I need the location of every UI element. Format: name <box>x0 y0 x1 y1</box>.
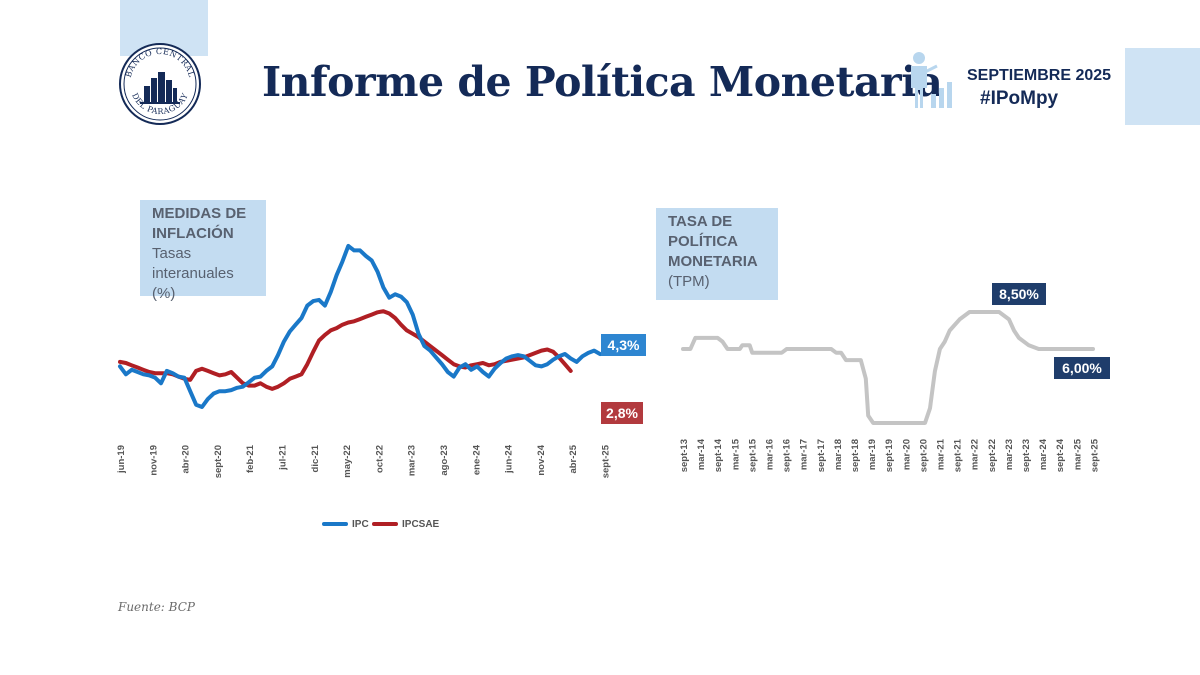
tpm-end-badge <box>1054 357 1110 379</box>
tpm-x-tick-label: mar-15 <box>730 438 741 470</box>
ipcsae-end-badge <box>601 402 643 424</box>
inflation-x-tick-label: feb-21 <box>245 444 256 473</box>
tpm-x-tick-label: sept-13 <box>679 439 690 472</box>
tpm-x-tick-label: sept-24 <box>1055 438 1066 472</box>
tpm-x-tick-label: sept-21 <box>953 438 964 472</box>
report-hashtag: #IPoMpy <box>980 88 1059 109</box>
inflation-x-tick-label: sept-20 <box>213 445 224 478</box>
page-title: Informe de Política Monetaria <box>262 58 943 106</box>
inflation-x-tick-label: may-22 <box>342 445 353 478</box>
tpm-x-tick-label: mar-20 <box>901 439 912 470</box>
tpm-x-tick-label: sept-18 <box>850 439 861 472</box>
inflation-label-line4: interanuales (%) <box>152 265 234 302</box>
tpm-x-tick-label: sept-23 <box>1021 439 1032 472</box>
header-right-band <box>1125 48 1200 125</box>
inflation-x-tick-label: oct-22 <box>374 445 385 473</box>
inflation-x-tick-label: nov-24 <box>536 444 547 475</box>
tpm-x-tick-label: mar-17 <box>799 439 810 470</box>
inflation-x-tick-label: abr-25 <box>568 444 579 473</box>
inflation-label-line1: MEDIDAS DE <box>152 205 247 222</box>
tpm-x-tick-label: mar-24 <box>1038 438 1049 470</box>
tpm-x-tick-label: mar-25 <box>1072 438 1083 470</box>
tpm-end-label: 6,00% <box>1062 360 1102 376</box>
ipc-series-line <box>118 243 602 409</box>
legend-ipcsae: IPCSAE <box>372 519 439 530</box>
legend-ipc: IPC <box>322 519 369 530</box>
inflation-x-tick-label: mar-23 <box>407 445 418 476</box>
legend-ipc-swatch <box>322 522 348 527</box>
presenter-chart-icon <box>911 52 952 108</box>
inflation-label-box: MEDIDAS DE INFLACIÓN Tasas interanuales … <box>140 200 266 302</box>
tpm-label-box: TASA DE POLÍTICA MONETARIA (TPM) <box>656 208 778 300</box>
inflation-x-tick-label: jun-19 <box>116 445 127 474</box>
inflation-x-tick-label: dic-21 <box>310 444 321 472</box>
tpm-x-tick-label: mar-23 <box>1004 439 1015 470</box>
legend-ipc-label: IPC <box>352 519 369 530</box>
tpm-x-tick-label: mar-21 <box>936 438 947 470</box>
report-date: SEPTIEMBRE 2025 <box>967 67 1112 84</box>
central-bank-seal: BANCO CENTRAL DEL PARAGUAY <box>119 43 201 125</box>
inflation-x-tick-label: ene-24 <box>471 444 482 475</box>
inflation-label-line3: Tasas <box>152 245 192 262</box>
inflation-label-line2: INFLACIÓN <box>152 225 234 242</box>
tpm-label-line2: POLÍTICA <box>668 233 738 250</box>
tpm-x-tick-label: sept-19 <box>884 439 895 472</box>
tpm-peak-badge <box>992 283 1046 305</box>
legend-ipcsae-swatch <box>372 522 398 527</box>
legend-ipcsae-label: IPCSAE <box>402 519 440 530</box>
inflation-x-tick-label: jul-21 <box>278 444 289 471</box>
tpm-x-tick-label: mar-18 <box>833 439 844 470</box>
ipcsae-series-line <box>118 309 573 391</box>
inflation-x-tick-label: abr-20 <box>181 445 192 474</box>
tpm-x-tick-label: mar-16 <box>765 439 776 470</box>
tpm-x-tick-label: sept-20 <box>918 439 929 472</box>
inflation-x-tick-label: jun-24 <box>504 444 515 474</box>
tpm-label-line4: (TPM) <box>668 273 710 290</box>
tpm-x-tick-label: sept-25 <box>1089 438 1100 472</box>
source-note: Fuente: BCP <box>118 600 195 614</box>
tpm-x-tick-label: sept-22 <box>987 439 998 472</box>
inflation-x-tick-label: sept-25 <box>601 444 612 478</box>
tpm-x-tick-label: sept-14 <box>713 438 724 472</box>
tpm-x-tick-label: mar-14 <box>696 438 707 470</box>
ipc-end-label: 4,3% <box>608 337 640 353</box>
tpm-x-tick-label: mar-22 <box>970 439 981 470</box>
tpm-x-tick-label: sept-17 <box>816 439 827 472</box>
tpm-peak-label: 8,50% <box>999 286 1039 302</box>
ipcsae-end-label: 2,8% <box>606 405 638 421</box>
tpm-label-line1: TASA DE <box>668 213 733 230</box>
inflation-x-tick-label: ago-23 <box>439 445 450 476</box>
ipc-end-badge <box>601 334 646 356</box>
tpm-series-line <box>681 310 1095 425</box>
tpm-x-tick-label: sept-15 <box>747 438 758 472</box>
tpm-x-tick-label: mar-19 <box>867 439 878 470</box>
tpm-x-tick-label: sept-16 <box>782 439 793 472</box>
inflation-x-tick-label: nov-19 <box>148 445 159 476</box>
tpm-label-line3: MONETARIA <box>668 253 758 270</box>
